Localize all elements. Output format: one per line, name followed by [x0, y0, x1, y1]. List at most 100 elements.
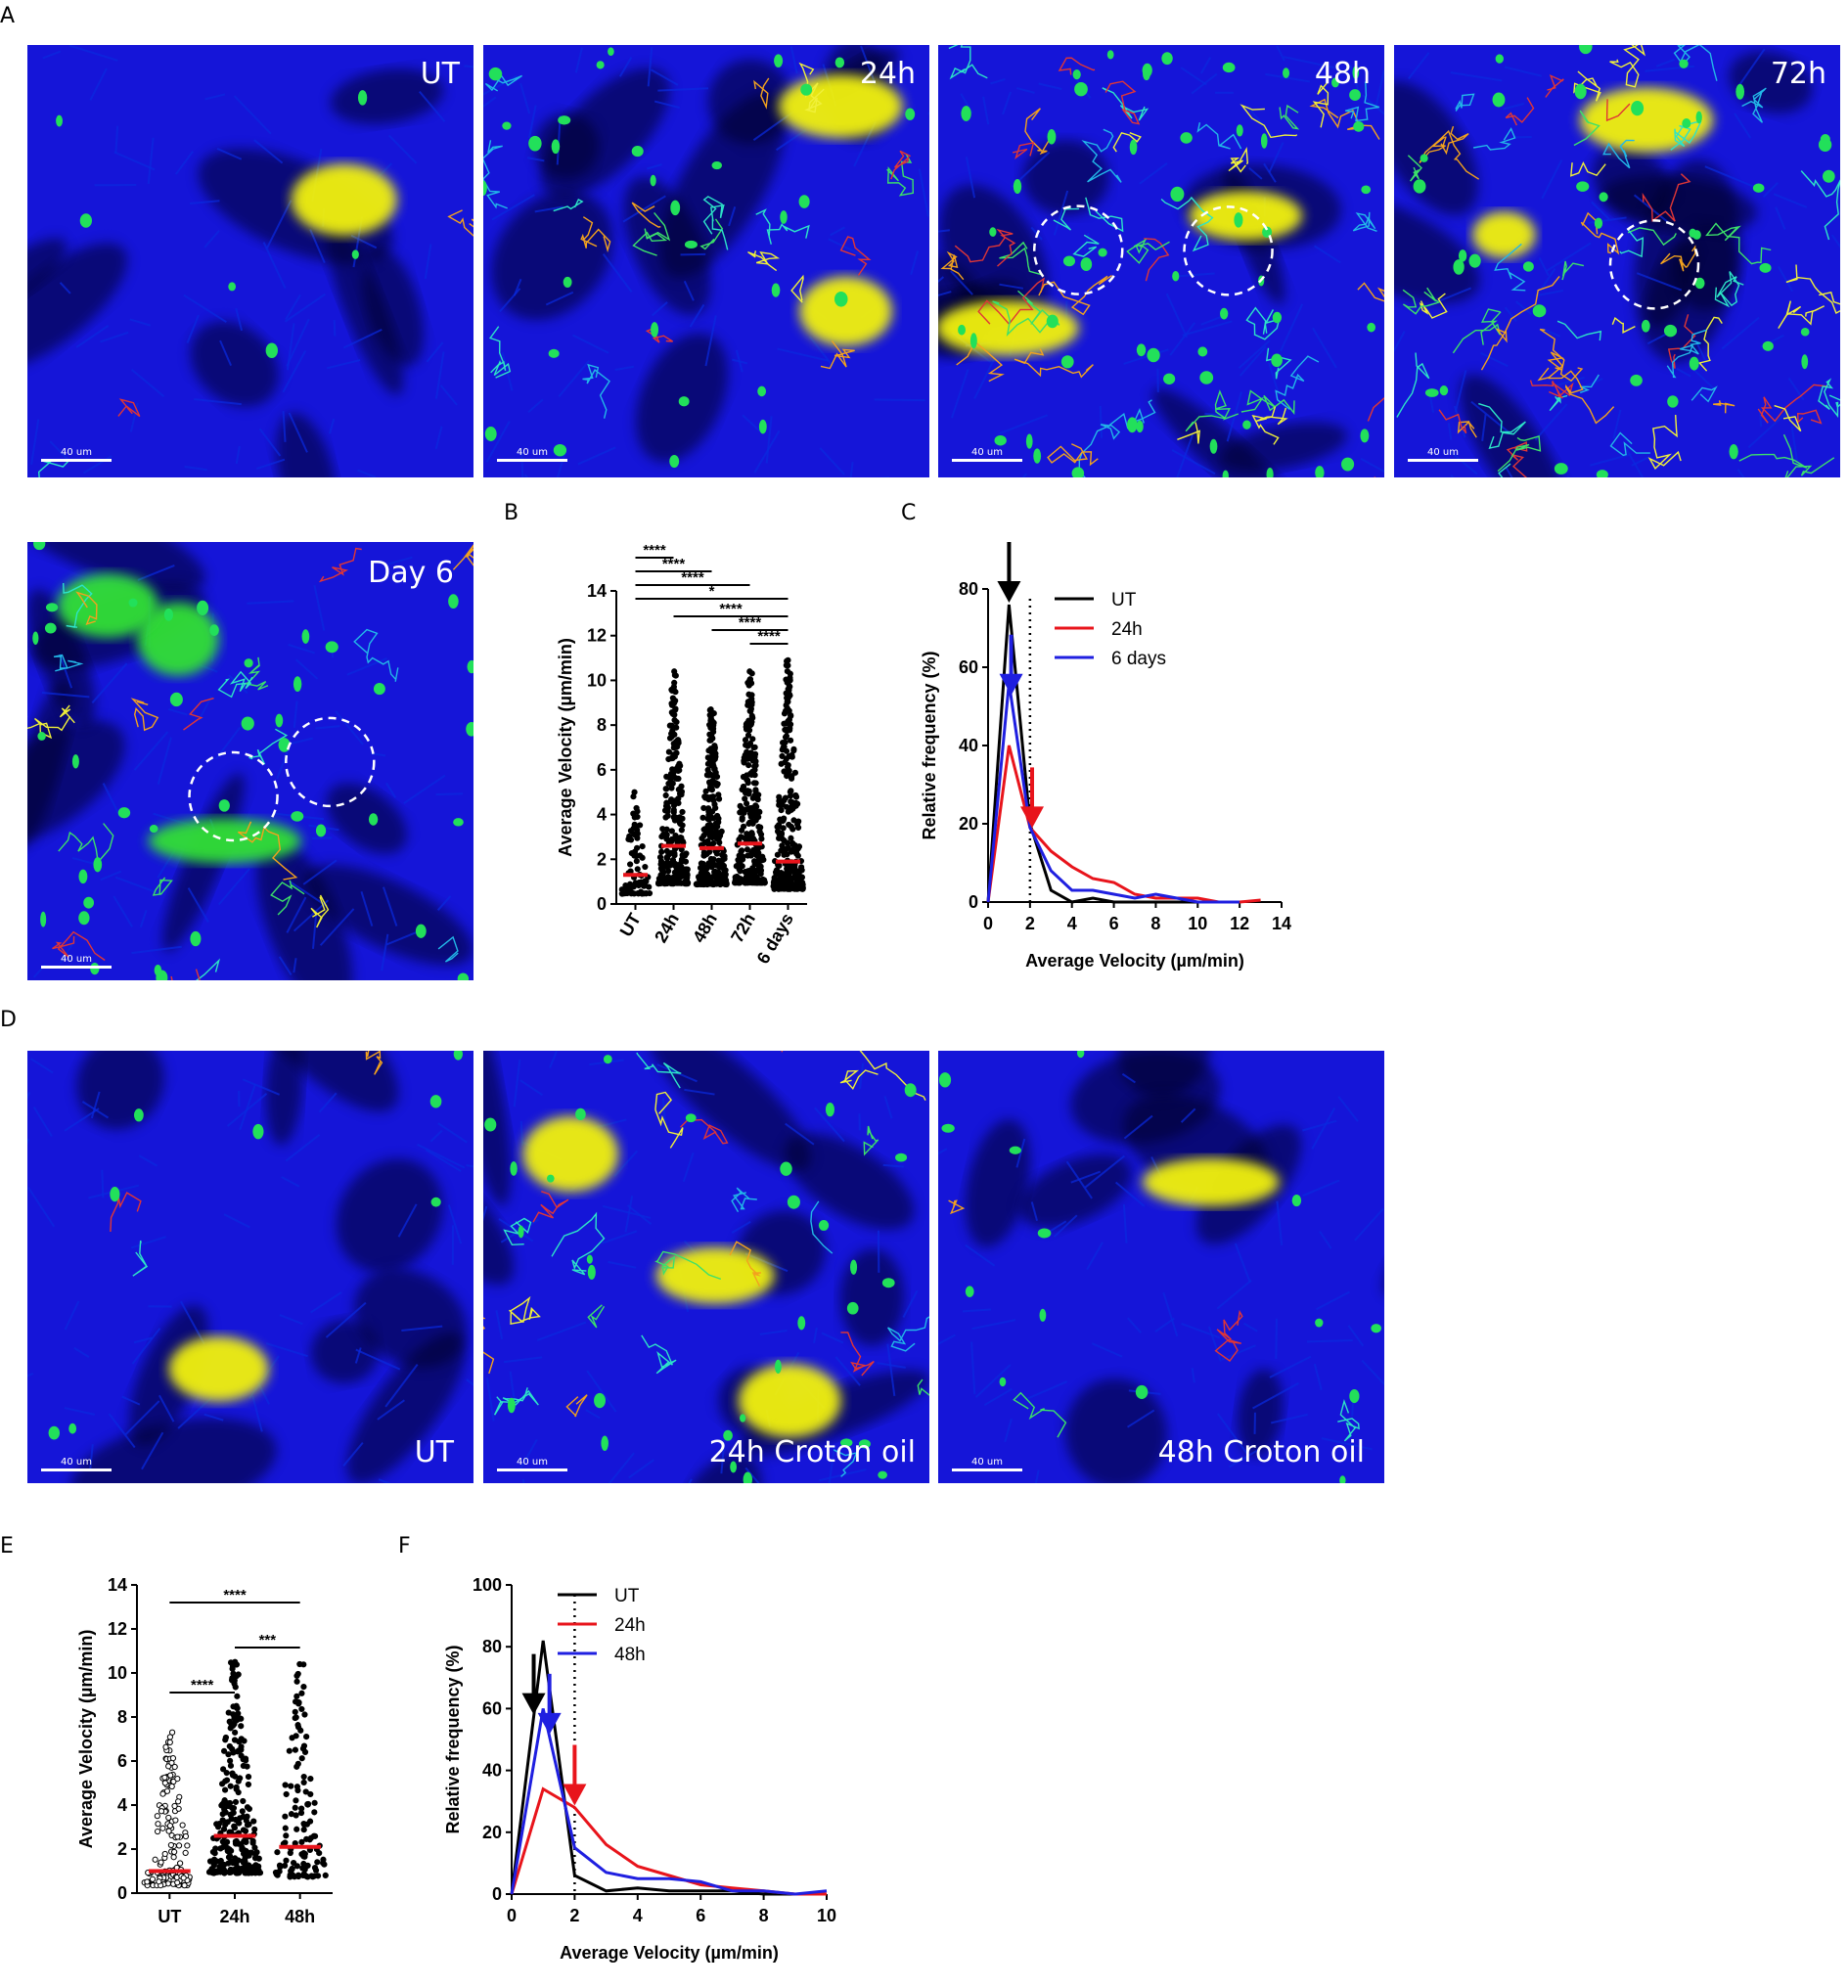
hair-follicle [1579, 87, 1714, 153]
data-point [664, 876, 671, 882]
cell-track [1472, 127, 1516, 151]
fluorescent-cell [40, 911, 47, 927]
fluorescent-cell [1013, 178, 1022, 195]
collagen-fiber [545, 291, 574, 306]
y-tick-label: 20 [482, 1823, 502, 1842]
data-point [774, 824, 781, 831]
collagen-fiber [108, 1413, 136, 1449]
collagen-fiber [950, 369, 969, 419]
data-point [301, 1711, 308, 1718]
collagen-fiber [1312, 327, 1337, 369]
data-point [784, 667, 790, 675]
data-point [223, 1777, 231, 1784]
cell-track [1579, 374, 1600, 393]
fluorescent-cell [797, 1316, 806, 1331]
data-point [242, 1828, 249, 1834]
data-point [288, 1811, 295, 1818]
collagen-fiber [982, 96, 990, 125]
collagen-fiber [309, 229, 326, 264]
collagen-fiber [130, 369, 165, 398]
data-point [693, 881, 700, 888]
collagen-fiber [403, 774, 446, 804]
y-tick-label: 6 [117, 1751, 127, 1771]
collagen-fiber [1505, 467, 1513, 477]
cell-track [1498, 463, 1511, 477]
x-tick-label: 6 [696, 1906, 705, 1925]
data-point [711, 801, 718, 808]
collagen-fiber [89, 1444, 94, 1469]
collagen-fiber [383, 886, 398, 926]
collagen-fiber [999, 283, 1024, 290]
y-axis-title: Average Velocity (µm/min) [76, 1630, 96, 1849]
data-point [184, 1842, 191, 1849]
cell-track [1627, 227, 1677, 247]
collagen-fiber [813, 1327, 818, 1343]
collagen-fiber [1268, 362, 1281, 395]
fluorescent-cell [1453, 259, 1465, 275]
data-point [671, 852, 678, 859]
collagen-fiber [282, 350, 307, 393]
category-label: 24h [651, 910, 683, 946]
cell-track [954, 228, 1016, 267]
data-point [794, 821, 801, 828]
data-point [677, 762, 684, 769]
collagen-fiber [999, 414, 1049, 435]
fluorescent-cell [1222, 470, 1229, 477]
collagen-fiber [983, 1387, 1013, 1407]
collagen-fiber [1631, 456, 1649, 467]
collagen-fiber [288, 880, 328, 908]
data-point [174, 1776, 181, 1783]
data-point [700, 852, 707, 859]
cell-track [1785, 264, 1840, 314]
collagen-fiber [938, 291, 952, 296]
data-point [774, 851, 781, 858]
data-point [699, 876, 705, 882]
fluorescent-cell [1424, 388, 1439, 397]
y-tick-label: 2 [597, 849, 607, 869]
data-point [631, 831, 638, 838]
cell-track [1556, 320, 1602, 341]
collagen-fiber [101, 1169, 105, 1198]
data-point [232, 1729, 239, 1736]
data-point [283, 1832, 290, 1839]
data-point [793, 879, 801, 886]
data-point [678, 791, 685, 798]
fluorescent-cell [669, 454, 680, 469]
fluorescent-cell [1413, 179, 1426, 194]
data-point [682, 858, 690, 865]
data-point [293, 1733, 299, 1740]
data-point [672, 689, 679, 696]
y-tick-label: 40 [482, 1761, 502, 1781]
collagen-fiber [216, 148, 243, 160]
collagen-fiber [732, 358, 748, 365]
collagen-fiber [311, 910, 318, 949]
cell-track [1774, 404, 1802, 432]
collagen-fiber [1790, 426, 1798, 461]
collagen-fiber [1736, 469, 1745, 477]
fluorescent-cell [825, 1102, 834, 1117]
collagen-fiber [387, 134, 418, 164]
data-point [175, 1798, 182, 1805]
fluorescent-cell [651, 322, 659, 338]
data-point [152, 1856, 158, 1863]
data-point [742, 795, 748, 802]
collagen-fiber [491, 194, 535, 221]
cell-track [820, 340, 855, 370]
data-point [760, 856, 767, 863]
cell-track [1438, 409, 1467, 433]
fluorescent-cell [448, 594, 459, 610]
fluorescent-cell [1492, 92, 1506, 108]
collagen-fiber [654, 100, 680, 110]
data-point [217, 1845, 224, 1852]
collagen-fiber [549, 1051, 558, 1068]
collagen-fiber [1268, 142, 1285, 173]
collagen-fiber [1180, 67, 1207, 86]
y-tick-label: 60 [482, 1698, 502, 1718]
dark-region [1394, 80, 1478, 215]
collagen-fiber [1276, 1200, 1284, 1246]
cell-track [1602, 139, 1635, 169]
data-point [228, 1847, 235, 1854]
data-point [671, 716, 678, 724]
cell-track [1017, 290, 1060, 326]
data-point [233, 1837, 240, 1845]
